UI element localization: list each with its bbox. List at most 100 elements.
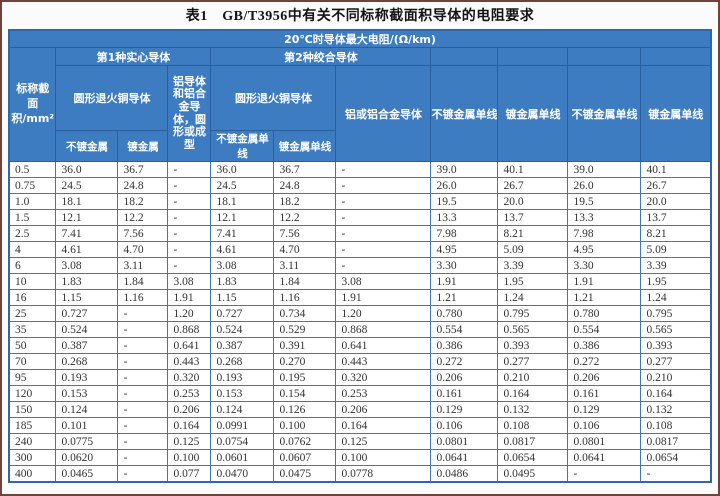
resistance-value: 0.524 [210, 321, 275, 338]
resistance-value: 24.5 [210, 177, 275, 194]
resistance-value: 18.2 [117, 193, 169, 210]
resistance-value: 4.70 [117, 241, 169, 258]
resistance-value: 1.15 [210, 289, 275, 306]
resistance-value: 3.39 [640, 257, 712, 274]
resistance-value: 0.206 [167, 401, 212, 418]
resistance-value: 0.641 [335, 337, 432, 354]
resistance-value: 0.132 [640, 401, 712, 418]
resistance-value: 0.554 [567, 321, 642, 338]
resistance-value: 0.206 [335, 401, 432, 418]
table-row: 150 0.124-0.206 0.124 0.126 0.206 0.129 0.132 0… [8, 401, 712, 418]
resistance-value: 3.08 [55, 257, 119, 274]
resistance-value: - [117, 401, 169, 418]
row-area-label: 16 [8, 289, 57, 306]
resistance-value: 19.5 [567, 193, 642, 210]
resistance-value: 7.41 [210, 225, 275, 242]
row-area-label: 4 [8, 241, 57, 258]
resistance-value: 0.210 [640, 369, 712, 386]
resistance-value: 7.56 [273, 225, 337, 242]
table-row: 400 0.0465-0.077 0.0470 0.0475 0.0778 0.0486 0… [8, 465, 712, 483]
resistance-value: 1.24 [640, 289, 712, 306]
resistance-value: 26.7 [640, 177, 712, 194]
resistance-value: - [567, 465, 642, 483]
resistance-value: 0.108 [640, 417, 712, 434]
resistance-value: - [117, 337, 169, 354]
resistance-value: - [167, 161, 212, 178]
resistance-value: 0.106 [567, 417, 642, 434]
header-nominal-area: 标称截 面积/mm² [8, 47, 57, 162]
resistance-value: 0.206 [567, 369, 642, 386]
resistance-value: 1.24 [497, 289, 569, 306]
resistance-value: 13.7 [640, 209, 712, 226]
resistance-value: 0.391 [273, 337, 337, 354]
header-aluminium-solid: 铝导体和铝合金导体，圆形或成型 [167, 65, 212, 162]
resistance-value: 0.154 [273, 385, 337, 402]
resistance-value: 3.11 [273, 257, 337, 274]
resistance-value: 0.0817 [640, 433, 712, 450]
header-max-resistance-20c: 20℃时导体最大电阻/(Ω/km) [8, 29, 712, 48]
resistance-value: 0.125 [335, 433, 432, 450]
resistance-value: - [640, 465, 712, 483]
header-round-annealed-copper-solid: 圆形退火铜导体 [55, 65, 169, 131]
resistance-value: 0.0762 [273, 433, 337, 450]
resistance-value: - [335, 209, 432, 226]
resistance-value: - [117, 449, 169, 466]
resistance-value: 3.39 [497, 257, 569, 274]
resistance-value: 0.124 [55, 401, 119, 418]
row-area-label: 95 [8, 369, 57, 386]
resistance-table: 20℃时导体最大电阻/(Ω/km) 标称截 面积/mm² 第1种实心导体 第2种绞… [7, 29, 713, 483]
table-row: 185 0.101-0.164 0.0991 0.100 0.164 0.106 0.108… [8, 417, 712, 434]
table-row: 0.75 24.5 24.8-24.5 24.8-26.0 26.7 26.0 26.7 [8, 177, 712, 194]
resistance-value: - [335, 161, 432, 178]
resistance-value: 1.83 [55, 273, 119, 290]
resistance-value: - [117, 369, 169, 386]
resistance-value: 0.387 [55, 337, 119, 354]
header-plain-metal-wire: 不镀金属单线 [210, 130, 275, 162]
resistance-value: 24.8 [273, 177, 337, 194]
resistance-value: - [117, 433, 169, 450]
row-area-label: 240 [8, 433, 57, 450]
header-empty-cell-1 [430, 47, 499, 66]
header-row-coating: 不镀金属 镀金属 不镀金属单线 镀金属单线 [9, 130, 711, 162]
resistance-value: - [117, 353, 169, 370]
resistance-value: 1.84 [117, 273, 169, 290]
resistance-value: 39.0 [430, 161, 499, 178]
resistance-value: 4.95 [567, 241, 642, 258]
table-row: 240 0.0775-0.125 0.0754 0.0762 0.125 0.0801 0.… [8, 433, 712, 450]
row-area-label: 35 [8, 321, 57, 338]
resistance-value: - [167, 241, 212, 258]
resistance-value: 0.0465 [55, 465, 119, 483]
resistance-value: 3.08 [335, 273, 432, 290]
resistance-value: 0.161 [567, 385, 642, 402]
resistance-value: 36.7 [117, 161, 169, 178]
table-row: 300 0.0620-0.100 0.0601 0.0607 0.100 0.0641 0.… [8, 449, 712, 466]
resistance-value: 0.270 [273, 353, 337, 370]
resistance-value: 4.95 [430, 241, 499, 258]
header-plain-wire-col8: 不镀金属单线 [430, 65, 499, 162]
resistance-value: 12.1 [55, 209, 119, 226]
resistance-value: 0.387 [210, 337, 275, 354]
resistance-value: 3.30 [567, 257, 642, 274]
resistance-value: 5.09 [497, 241, 569, 258]
resistance-value: 0.443 [167, 353, 212, 370]
resistance-value: 13.3 [567, 209, 642, 226]
row-area-label: 120 [8, 385, 57, 402]
resistance-value: 19.5 [430, 193, 499, 210]
resistance-value: - [167, 177, 212, 194]
resistance-value: 36.0 [210, 161, 275, 178]
resistance-value: - [335, 225, 432, 242]
table-row: 1.5 12.1 12.2-12.1 12.2-13.3 13.7 13.3 13.7 [8, 209, 712, 226]
resistance-value: 0.0486 [430, 465, 499, 483]
table-row: 1.0 18.1 18.2-18.1 18.2-19.5 20.0 19.5 20.0 [8, 193, 712, 210]
resistance-value: 0.780 [430, 305, 499, 322]
table-row: 70 0.268-0.443 0.268 0.270 0.443 0.272 0.277 0.… [8, 353, 712, 370]
resistance-value: 0.0495 [497, 465, 569, 483]
resistance-value: 0.0654 [640, 449, 712, 466]
resistance-value: - [117, 305, 169, 322]
resistance-value: 0.0470 [210, 465, 275, 483]
resistance-value: 0.193 [210, 369, 275, 386]
row-area-label: 1.5 [8, 209, 57, 226]
resistance-value: - [335, 193, 432, 210]
resistance-value: 0.0475 [273, 465, 337, 483]
resistance-value: 13.3 [430, 209, 499, 226]
